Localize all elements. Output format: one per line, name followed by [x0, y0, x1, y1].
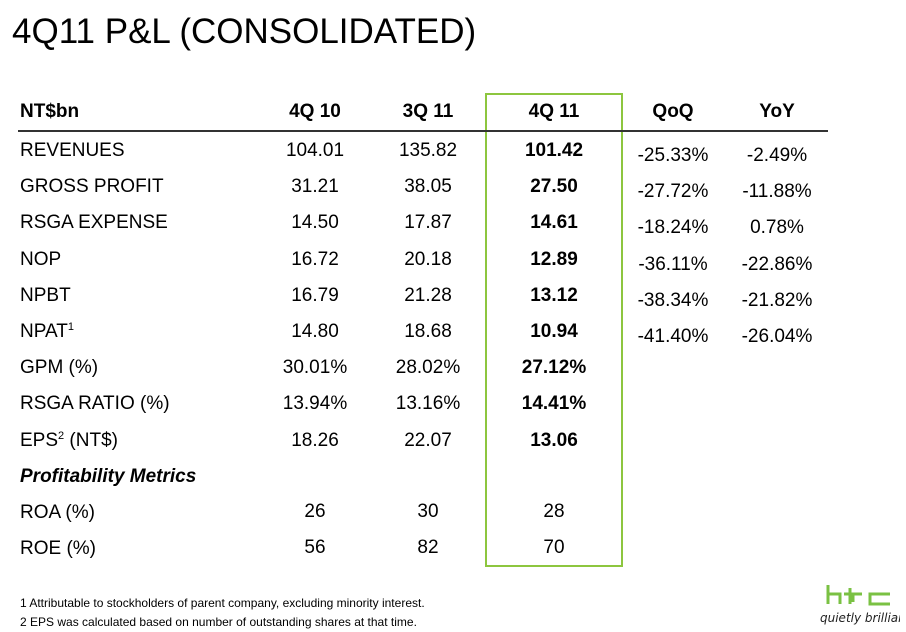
- header-label: NT$bn: [20, 101, 80, 122]
- cell-value: 27.50: [530, 176, 578, 198]
- column-header: QoQ: [652, 101, 694, 122]
- cell-value: 27.12%: [521, 357, 587, 379]
- metric-label: ROA (%): [20, 502, 95, 523]
- slide-title: 4Q11 P&L (CONSOLIDATED): [12, 12, 477, 51]
- row-label-text: NOP: [20, 248, 62, 270]
- metric-value: 56: [304, 537, 326, 558]
- yoy-value: -2.49%: [746, 145, 808, 166]
- cell-value: 14.80: [291, 321, 339, 342]
- cell-value: 17.87: [404, 212, 452, 234]
- row-label-suffix: (NT$): [64, 429, 118, 451]
- metric-label: ROE (%): [20, 538, 96, 559]
- section-heading: Profitability Metrics: [20, 466, 197, 487]
- row-label-text: NPBT: [20, 284, 71, 306]
- row-label: NOP: [20, 249, 61, 271]
- qoq-value: -18.24%: [637, 217, 709, 239]
- metric-value: 70: [543, 537, 565, 558]
- yoy-value: 0.78%: [750, 217, 804, 239]
- header-rule: [18, 130, 828, 132]
- row-label: EPS2 (NT$): [20, 429, 118, 451]
- cell-value: 18.26: [291, 429, 339, 451]
- row-label: NPAT1: [20, 321, 74, 343]
- column-header: YoY: [759, 101, 795, 122]
- metric-value: 82: [417, 537, 439, 558]
- row-label-text: EPS: [20, 429, 59, 451]
- footnote-marker: 1: [67, 320, 74, 333]
- row-label-text: RSGA EXPENSE: [20, 212, 168, 234]
- cell-value: 16.72: [291, 248, 339, 270]
- qoq-value: -36.11%: [638, 253, 708, 275]
- cell-value: 38.05: [404, 176, 452, 198]
- row-label-text: GPM (%): [20, 357, 99, 379]
- row-label: REVENUES: [20, 140, 125, 162]
- cell-value: 21.28: [404, 284, 452, 306]
- cell-value: 104.01: [285, 140, 345, 161]
- cell-value: 135.82: [398, 140, 458, 161]
- footnote-marker: 2: [58, 429, 65, 442]
- cell-value: 12.89: [530, 248, 578, 270]
- cell-value: 13.94%: [282, 393, 348, 415]
- cell-value: 31.21: [291, 176, 339, 198]
- qoq-value: -25.33%: [637, 145, 709, 166]
- cell-value: 13.16%: [395, 393, 461, 415]
- yoy-value: -26.04%: [741, 326, 813, 347]
- column-header: 3Q 11: [402, 101, 454, 122]
- row-label-text: GROSS PROFIT: [20, 176, 164, 198]
- row-label-text: REVENUES: [20, 140, 125, 161]
- qoq-value: -27.72%: [637, 181, 709, 203]
- yoy-value: -22.86%: [741, 253, 813, 275]
- footnote-2: 2 EPS was calculated based on number of …: [20, 615, 417, 629]
- qoq-value: -41.40%: [637, 326, 709, 347]
- column-header: 4Q 11: [528, 101, 580, 122]
- yoy-value: -11.88%: [742, 181, 812, 203]
- highlight-4q11-box: [485, 93, 623, 567]
- yoy-value: -21.82%: [741, 289, 813, 311]
- cell-value: 101.42: [524, 140, 584, 161]
- cell-value: 14.61: [530, 212, 578, 234]
- row-label-text: NPAT: [20, 321, 68, 343]
- row-label: GROSS PROFIT: [20, 176, 164, 198]
- metric-value: 26: [304, 501, 326, 522]
- cell-value: 18.68: [404, 321, 452, 342]
- footnote-1: 1 Attributable to stockholders of parent…: [20, 596, 425, 610]
- row-label: RSGA RATIO (%): [20, 393, 170, 415]
- cell-value: 10.94: [530, 321, 578, 342]
- metric-value: 28: [543, 501, 565, 522]
- row-label: NPBT: [20, 285, 71, 307]
- cell-value: 28.02%: [395, 357, 461, 379]
- cell-value: 30.01%: [282, 357, 348, 379]
- cell-value: 22.07: [404, 429, 452, 451]
- row-label: GPM (%): [20, 357, 98, 379]
- cell-value: 13.06: [530, 429, 578, 451]
- cell-value: 13.12: [530, 284, 578, 306]
- cell-value: 20.18: [404, 248, 452, 270]
- qoq-value: -38.34%: [637, 289, 709, 311]
- svg-text:quietly brilliant: quietly brilliant: [820, 611, 900, 625]
- htc-logo: quietly brilliant: [820, 582, 906, 632]
- row-label-text: RSGA RATIO (%): [20, 393, 170, 415]
- cell-value: 14.50: [291, 212, 339, 234]
- cell-value: 16.79: [291, 284, 339, 306]
- metric-value: 30: [417, 501, 439, 522]
- column-header: 4Q 10: [289, 101, 341, 122]
- row-label: RSGA EXPENSE: [20, 212, 168, 234]
- cell-value: 14.41%: [521, 393, 587, 415]
